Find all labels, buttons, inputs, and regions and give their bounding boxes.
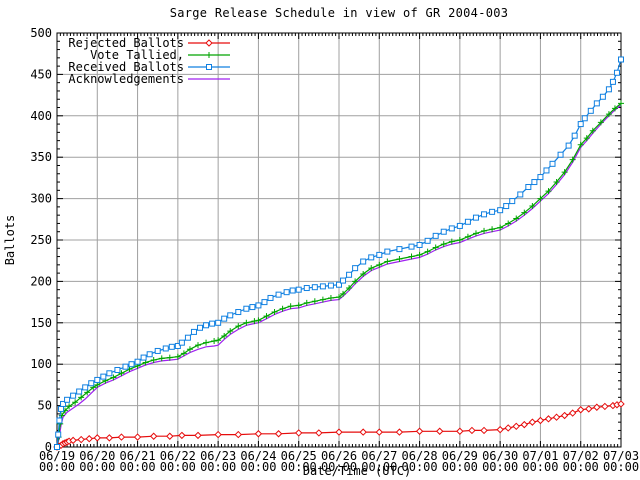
x-tick-label-date: 07/03 — [603, 449, 639, 463]
legend-item-received-ballots: Received Ballots — [68, 60, 230, 74]
x-tick-label-date: 06/19 — [39, 449, 75, 463]
x-tick-label-time: 00:00 — [402, 460, 438, 474]
x-tick-label-date: 06/22 — [160, 449, 196, 463]
x-tick-labels: 06/1900:0006/2000:0006/2100:0006/2200:00… — [39, 449, 639, 474]
x-tick-label-date: 06/28 — [402, 449, 438, 463]
legend-item-acknowledgements: Acknowledgements — [68, 72, 230, 86]
x-tick-label-date: 06/27 — [361, 449, 397, 463]
x-tick-label-date: 06/23 — [200, 449, 236, 463]
x-tick-label-time: 00:00 — [603, 460, 639, 474]
x-tick-label-time: 00:00 — [522, 460, 558, 474]
x-tick-label-time: 00:00 — [361, 460, 397, 474]
x-tick-label-time: 00:00 — [442, 460, 478, 474]
series-acknowledgements — [56, 104, 622, 448]
x-tick-label-date: 07/02 — [563, 449, 599, 463]
x-tick-label-date: 06/29 — [442, 449, 478, 463]
x-tick-label-date: 06/25 — [281, 449, 317, 463]
y-tick-label: 200 — [30, 274, 52, 288]
series-rejected-ballots — [53, 400, 625, 451]
legend-label: Received Ballots — [68, 60, 184, 74]
y-axis-title: Ballots — [3, 214, 17, 266]
x-tick-label-time: 00:00 — [79, 460, 115, 474]
x-tick-label-date: 06/21 — [120, 449, 156, 463]
y-tick-label: 150 — [30, 316, 52, 330]
x-tick-label-date: 07/01 — [522, 449, 558, 463]
legend-item-rejected-ballots: Rejected Ballots — [68, 36, 230, 50]
y-tick-label: 300 — [30, 192, 52, 206]
legend-label: Rejected Ballots — [68, 36, 184, 50]
y-tick-label: 250 — [30, 233, 52, 247]
y-tick-label: 100 — [30, 357, 52, 371]
series-received-ballots — [54, 56, 624, 450]
y-tick-label: 350 — [30, 150, 52, 164]
x-tick-label-date: 06/30 — [482, 449, 518, 463]
legend-label: Vote Tallied, — [90, 48, 184, 62]
x-tick-label-time: 00:00 — [563, 460, 599, 474]
x-tick-label-time: 00:00 — [120, 460, 156, 474]
y-tick-labels: 0 50 100 150 200 250 300 350 400 450 500 — [30, 26, 52, 454]
x-tick-label-time: 00:00 — [39, 460, 75, 474]
chart-title: Sarge Release Schedule in view of GR 200… — [169, 6, 509, 20]
x-tick-label-time: 00:00 — [240, 460, 276, 474]
x-tick-label-time: 00:00 — [321, 460, 357, 474]
y-tick-label: 500 — [30, 26, 52, 40]
x-tick-label-date: 06/20 — [79, 449, 115, 463]
legend-label: Acknowledgements — [68, 72, 184, 86]
x-tick-label-time: 00:00 — [160, 460, 196, 474]
x-tick-label-time: 00:00 — [200, 460, 236, 474]
y-tick-label: 450 — [30, 67, 52, 81]
y-tick-label: 400 — [30, 109, 52, 123]
x-axis-title: Date/Time (UTC) — [302, 464, 412, 478]
x-tick-label-date: 06/24 — [240, 449, 276, 463]
x-tick-label-time: 00:00 — [281, 460, 317, 474]
series-line-acknowledgements — [56, 104, 622, 448]
grid-lines — [57, 33, 621, 447]
x-tick-label-date: 06/26 — [321, 449, 357, 463]
y-tick-label: 50 — [38, 399, 52, 413]
series-vote-tallied — [54, 100, 624, 450]
x-tick-label-time: 00:00 — [482, 460, 518, 474]
y-tick-label: 0 — [45, 440, 52, 454]
axis-ticks — [56, 32, 622, 448]
legend-item-vote-tallied: Vote Tallied, — [90, 48, 230, 62]
